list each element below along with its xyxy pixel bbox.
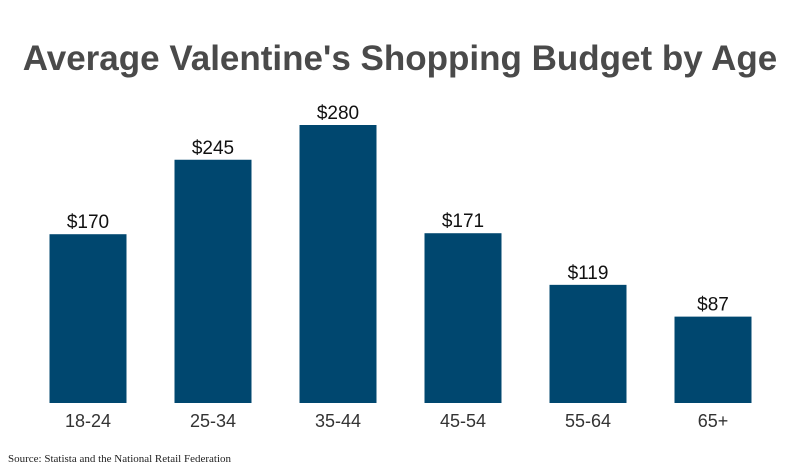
value-label-35-44: $280 <box>317 103 359 124</box>
bar-25-34 <box>174 159 252 403</box>
bars-group <box>49 125 752 403</box>
value-label-65: $87 <box>697 295 729 316</box>
x-tick-label-18-24: 18-24 <box>65 411 111 431</box>
bar-55-64 <box>549 284 627 403</box>
value-labels-group: $170 $245 $280 $171 $119 $87 <box>67 103 729 316</box>
x-tick-label-45-54: 45-54 <box>440 411 486 431</box>
x-tick-label-65: 65+ <box>698 411 729 431</box>
chart-title: Average Valentine's Shopping Budget by A… <box>23 39 777 78</box>
x-tick-label-35-44: 35-44 <box>315 411 361 431</box>
source-note: Source: Statista and the National Retail… <box>8 453 231 465</box>
value-label-45-54: $171 <box>442 211 484 232</box>
x-tick-label-55-64: 55-64 <box>565 411 611 431</box>
bar-65 <box>674 316 752 403</box>
value-label-55-64: $119 <box>568 263 609 284</box>
bar-18-24 <box>49 234 127 403</box>
value-label-25-34: $245 <box>192 138 234 159</box>
x-axis-ticks: 18-24 25-34 35-44 45-54 55-64 65+ <box>65 411 728 431</box>
bar-45-54 <box>424 233 502 403</box>
x-tick-label-25-34: 25-34 <box>190 411 236 431</box>
value-label-18-24: $170 <box>67 212 109 233</box>
bar-35-44 <box>299 125 377 403</box>
